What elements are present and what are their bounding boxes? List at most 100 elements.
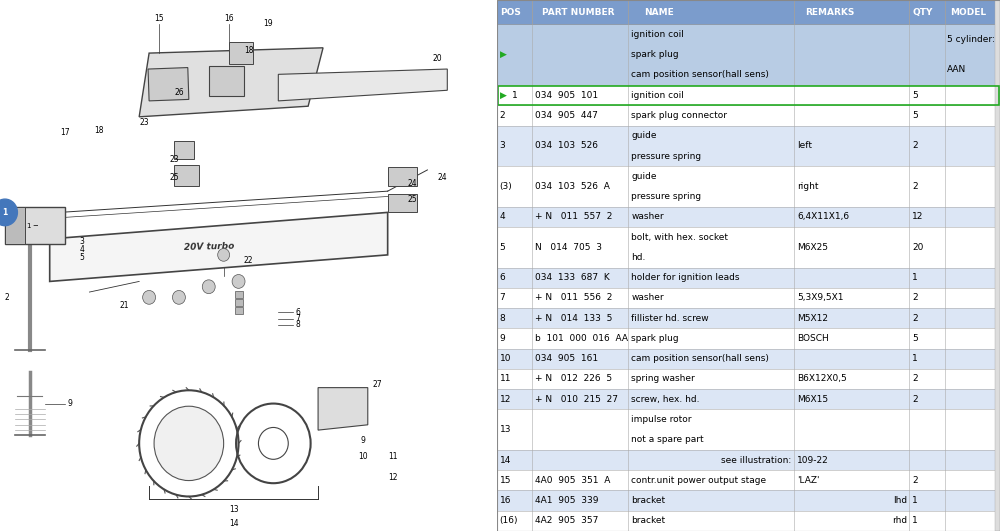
Bar — [497, 0, 532, 24]
Polygon shape — [139, 48, 323, 117]
Text: cam position sensor(hall sens): cam position sensor(hall sens) — [631, 354, 769, 363]
Bar — [148, 67, 189, 101]
Bar — [497, 348, 1000, 369]
Text: 10: 10 — [500, 354, 511, 363]
Text: 20: 20 — [912, 243, 923, 252]
Bar — [995, 0, 1000, 531]
Text: 1: 1 — [2, 208, 8, 217]
Bar — [945, 0, 1000, 24]
Text: 15: 15 — [500, 476, 511, 485]
Bar — [497, 126, 1000, 166]
Text: 15: 15 — [154, 14, 164, 23]
Text: screw, hex. hd.: screw, hex. hd. — [631, 395, 700, 404]
Text: 2: 2 — [912, 476, 918, 485]
Text: 9: 9 — [67, 399, 72, 408]
Bar — [229, 42, 253, 64]
Text: 034  905  161: 034 905 161 — [535, 354, 598, 363]
Text: pressure spring: pressure spring — [631, 151, 701, 160]
Text: 8: 8 — [500, 314, 505, 323]
Text: washer: washer — [631, 212, 664, 221]
Text: washer: washer — [631, 294, 664, 303]
Text: 034  133  687  K: 034 133 687 K — [535, 273, 609, 282]
Bar — [5, 207, 25, 244]
Bar — [532, 0, 628, 24]
Text: 5,3X9,5X1: 5,3X9,5X1 — [797, 294, 844, 303]
Text: pressure spring: pressure spring — [631, 192, 701, 201]
Text: guide: guide — [631, 131, 657, 140]
Text: 26: 26 — [174, 89, 184, 97]
Bar — [174, 165, 199, 186]
Text: 2: 2 — [912, 374, 918, 383]
Bar — [235, 291, 243, 298]
Text: 5: 5 — [912, 111, 918, 120]
Text: AAN: AAN — [947, 65, 966, 74]
Text: + N   012  226  5: + N 012 226 5 — [535, 374, 612, 383]
Text: b  101  000  016  AA: b 101 000 016 AA — [535, 334, 628, 343]
Text: 034  905  101: 034 905 101 — [535, 91, 598, 100]
Bar — [5, 207, 65, 244]
Text: 5: 5 — [80, 253, 84, 262]
Text: M6X25: M6X25 — [797, 243, 828, 252]
Text: 25: 25 — [169, 174, 179, 182]
Text: bracket: bracket — [631, 496, 665, 505]
Text: bolt, with hex. socket: bolt, with hex. socket — [631, 233, 728, 242]
Text: see illustration:: see illustration: — [721, 456, 791, 465]
Text: 4A1  905  339: 4A1 905 339 — [535, 496, 598, 505]
Text: QTY: QTY — [913, 7, 933, 16]
Circle shape — [143, 290, 156, 304]
Polygon shape — [318, 388, 368, 430]
Bar — [497, 491, 1000, 511]
Text: contr.unit power output stage: contr.unit power output stage — [631, 476, 766, 485]
Text: 20: 20 — [433, 54, 442, 63]
Polygon shape — [278, 69, 447, 101]
Text: 1: 1 — [912, 496, 918, 505]
Text: PART NUMBER: PART NUMBER — [542, 7, 614, 16]
Text: 16: 16 — [500, 496, 511, 505]
Text: fillister hd. screw: fillister hd. screw — [631, 314, 709, 323]
Text: 20V turbo: 20V turbo — [183, 242, 234, 252]
Circle shape — [0, 199, 17, 226]
Text: 6: 6 — [500, 273, 505, 282]
Text: M5X12: M5X12 — [797, 314, 828, 323]
Bar — [388, 194, 417, 212]
Text: holder for ignition leads: holder for ignition leads — [631, 273, 740, 282]
Text: 12: 12 — [500, 395, 511, 404]
Text: spark plug: spark plug — [631, 334, 679, 343]
Text: 034  103  526  A: 034 103 526 A — [535, 182, 610, 191]
Text: rhd: rhd — [892, 516, 907, 525]
Text: 11: 11 — [388, 452, 397, 461]
Bar — [497, 24, 1000, 85]
Text: 1: 1 — [512, 91, 518, 100]
Text: ▶: ▶ — [500, 50, 506, 59]
Text: 4: 4 — [80, 245, 84, 254]
Text: 12: 12 — [912, 212, 923, 221]
Text: 27: 27 — [373, 381, 383, 389]
Text: 2: 2 — [912, 182, 918, 191]
Text: 109-22: 109-22 — [797, 456, 829, 465]
Text: NAME: NAME — [644, 7, 674, 16]
Text: 9: 9 — [360, 436, 365, 445]
Text: 24: 24 — [438, 174, 447, 182]
Text: 22: 22 — [244, 256, 253, 264]
Text: 16: 16 — [224, 14, 233, 23]
Text: 7: 7 — [500, 294, 505, 303]
Text: 5: 5 — [912, 334, 918, 343]
Text: BOSCH: BOSCH — [797, 334, 829, 343]
Bar — [174, 141, 194, 159]
Text: 'LAZ': 'LAZ' — [797, 476, 820, 485]
Text: 25: 25 — [408, 195, 417, 203]
Text: M6X15: M6X15 — [797, 395, 828, 404]
Text: ignition coil: ignition coil — [631, 91, 684, 100]
Text: 4A0  905  351  A: 4A0 905 351 A — [535, 476, 610, 485]
Text: 2: 2 — [500, 111, 505, 120]
Text: + N   011  556  2: + N 011 556 2 — [535, 294, 612, 303]
Text: 6: 6 — [296, 308, 301, 316]
Text: 034  103  526: 034 103 526 — [535, 141, 598, 150]
Text: lhd: lhd — [893, 496, 907, 505]
Text: 23: 23 — [169, 155, 179, 164]
Bar — [497, 227, 1000, 268]
Text: 3: 3 — [80, 237, 84, 246]
Text: impulse rotor: impulse rotor — [631, 415, 692, 424]
Text: spark plug connector: spark plug connector — [631, 111, 727, 120]
Text: 11: 11 — [500, 374, 511, 383]
